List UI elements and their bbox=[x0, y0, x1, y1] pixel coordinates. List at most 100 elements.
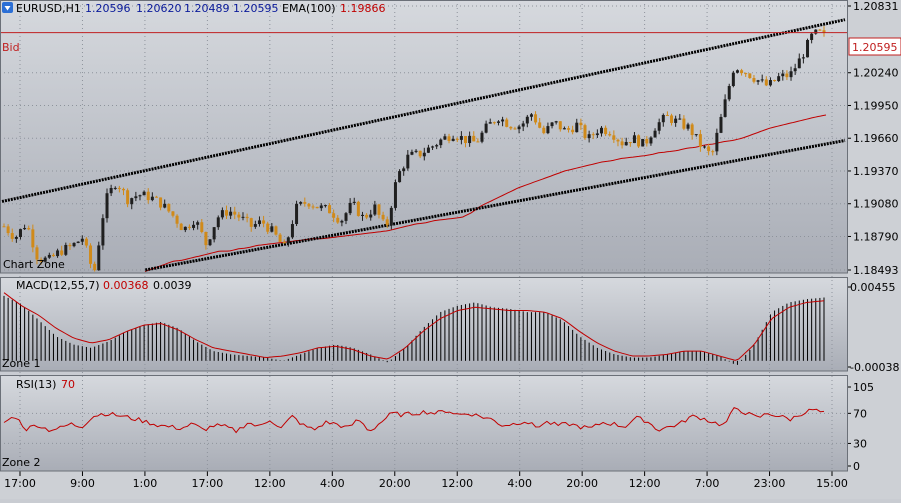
candle-body bbox=[113, 187, 117, 189]
candle-body bbox=[398, 171, 402, 183]
time-tick-label: 12:00 bbox=[441, 477, 473, 490]
time-tick-label: 17:00 bbox=[192, 477, 224, 490]
macd-label: MACD(12,55,7) bbox=[16, 279, 100, 292]
candle-body bbox=[274, 226, 278, 235]
channel-upper-line[interactable] bbox=[1, 18, 846, 203]
candle-body bbox=[134, 196, 138, 199]
channel-lower-line[interactable] bbox=[145, 139, 846, 272]
macd-panel-bg bbox=[0, 277, 847, 371]
candle-body bbox=[797, 58, 801, 69]
candle-body bbox=[464, 136, 468, 144]
candle-body bbox=[208, 239, 212, 246]
price-tick-label: 1.19660 bbox=[853, 132, 899, 145]
macd-tick-label: -0.00038 bbox=[850, 361, 899, 374]
candle-body bbox=[509, 126, 513, 129]
candle-body bbox=[525, 116, 529, 124]
price-tick-label: 1.18790 bbox=[853, 230, 899, 243]
main-panel-border bbox=[0, 0, 848, 274]
candle-body bbox=[740, 70, 744, 74]
candle-body bbox=[385, 219, 389, 226]
candle-body bbox=[501, 119, 505, 122]
candle-body bbox=[591, 134, 595, 136]
candle-body bbox=[492, 122, 496, 124]
ema-100-line bbox=[144, 114, 827, 272]
candle-body bbox=[595, 133, 599, 136]
bid-price-label: 1.20595 bbox=[852, 41, 898, 54]
candle-body bbox=[723, 99, 727, 117]
candle-body bbox=[735, 70, 739, 73]
candle-body bbox=[183, 226, 187, 231]
candle-body bbox=[84, 238, 88, 246]
arrow-down-glyph bbox=[4, 6, 11, 11]
candle-body bbox=[159, 197, 163, 208]
price-axis-bg bbox=[847, 0, 901, 471]
channel-lines[interactable] bbox=[1, 18, 846, 272]
candle-body bbox=[513, 128, 517, 130]
candle-body bbox=[719, 116, 723, 133]
candle-body bbox=[443, 136, 447, 140]
candle-body bbox=[332, 213, 336, 218]
candle-body bbox=[257, 220, 261, 225]
high-value: 1.20620 bbox=[136, 2, 182, 15]
candle-body bbox=[801, 57, 805, 59]
time-tick-label: 1:00 bbox=[133, 477, 158, 490]
candle-body bbox=[678, 118, 682, 120]
bid-label: Bid bbox=[2, 41, 20, 54]
time-tick-label: 4:00 bbox=[320, 477, 345, 490]
candle-body bbox=[237, 214, 241, 218]
rsi-zone-label: Zone 2 bbox=[2, 456, 41, 469]
candle-body bbox=[451, 138, 455, 141]
candle-body bbox=[645, 138, 649, 144]
candle-body bbox=[307, 203, 311, 207]
candle-body bbox=[764, 79, 768, 86]
candle-body bbox=[31, 229, 35, 248]
candle-body bbox=[612, 135, 616, 140]
candle-body bbox=[575, 122, 579, 133]
candle-body bbox=[567, 128, 571, 130]
candle-body bbox=[418, 150, 422, 157]
candle-body bbox=[727, 86, 731, 100]
time-tick-label: 20:00 bbox=[379, 477, 411, 490]
candle-body bbox=[192, 224, 196, 228]
candle-body bbox=[187, 226, 191, 228]
candle-body bbox=[150, 196, 154, 201]
price-tick-label: 1.20831 bbox=[853, 0, 899, 13]
candle-body bbox=[39, 259, 43, 262]
macd-value-1: 0.00368 bbox=[103, 279, 149, 292]
candle-body bbox=[777, 76, 781, 82]
candle-body bbox=[587, 134, 591, 139]
price-tick-label: 1.19080 bbox=[853, 198, 899, 211]
candle-body bbox=[295, 203, 299, 225]
candle-body bbox=[752, 78, 756, 82]
candle-body bbox=[340, 220, 344, 223]
candle-body bbox=[130, 198, 134, 205]
rsi-tick-label: 70 bbox=[853, 407, 867, 420]
candle-body bbox=[10, 233, 14, 239]
bid-price-box bbox=[848, 37, 901, 56]
time-tick-label: 12:00 bbox=[254, 477, 286, 490]
candle-body bbox=[233, 211, 237, 215]
candle-body bbox=[126, 190, 130, 205]
candle-body bbox=[674, 118, 678, 123]
candle-body bbox=[484, 123, 488, 133]
main-panel-bg bbox=[0, 0, 847, 273]
time-axis-bg bbox=[0, 471, 901, 499]
candle-body bbox=[167, 203, 171, 212]
candle-body bbox=[406, 154, 410, 169]
candle-body bbox=[661, 114, 665, 123]
candle-body bbox=[657, 122, 661, 131]
candle-body bbox=[653, 130, 657, 138]
candle-body bbox=[282, 241, 286, 244]
candle-body bbox=[56, 250, 60, 257]
candle-body bbox=[360, 214, 364, 216]
candle-body bbox=[365, 214, 369, 218]
candle-body bbox=[51, 254, 55, 257]
candle-body bbox=[431, 146, 435, 148]
candle-body bbox=[649, 137, 653, 144]
candle-body bbox=[620, 141, 624, 146]
candle-body bbox=[249, 218, 253, 227]
candle-body bbox=[80, 238, 84, 242]
candle-body bbox=[204, 231, 208, 246]
